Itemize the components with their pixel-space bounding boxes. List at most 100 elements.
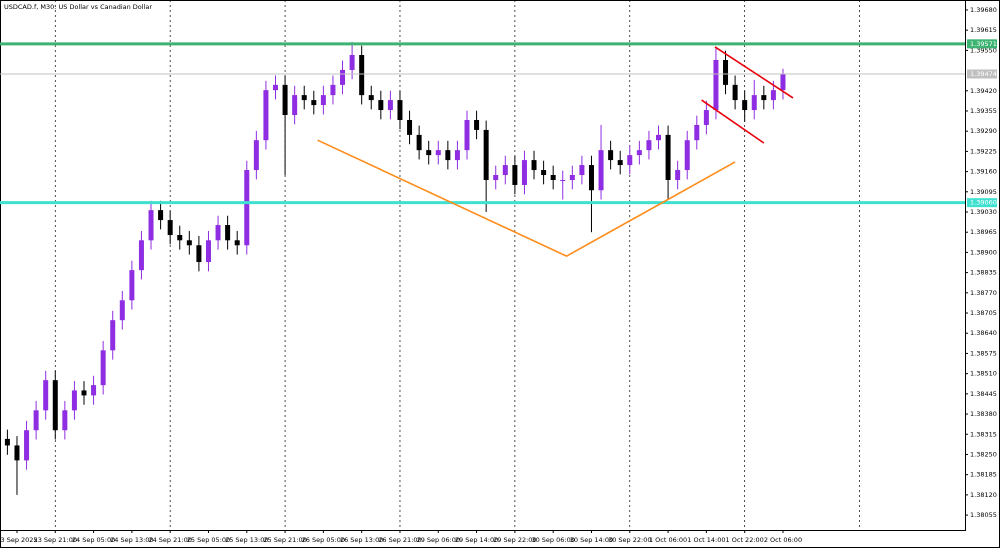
- y-tick-label: 1.38640: [970, 329, 997, 337]
- candle-body: [598, 150, 604, 191]
- x-tick-label: 25 Sep 21:00: [263, 536, 306, 544]
- candle-body: [550, 175, 556, 180]
- x-tick-label: 26 Sep 13:00: [340, 536, 383, 544]
- candle-body: [215, 225, 221, 241]
- candle-body: [521, 160, 527, 185]
- candle-body: [464, 119, 470, 151]
- candle-body: [531, 160, 537, 171]
- candle-body: [368, 95, 374, 101]
- x-tick-label: 30 Sep 14:00: [570, 536, 613, 544]
- candle-body: [138, 240, 144, 271]
- y-tick-label: 1.38965: [970, 228, 997, 236]
- y-tick-label: 1.39420: [970, 87, 997, 95]
- candle-body: [378, 100, 384, 111]
- grid: [54, 0, 860, 530]
- candle-body: [71, 390, 77, 411]
- candle-body: [627, 155, 633, 166]
- candle-body: [713, 59, 719, 111]
- y-tick-label: 1.38120: [970, 491, 997, 499]
- candle-body: [694, 124, 700, 141]
- x-tick-label: 23 Sep 2025: [0, 536, 38, 544]
- x-tick-label: 25 Sep 05:00: [187, 536, 230, 544]
- x-tick-label: 30 Sep 06:00: [531, 536, 574, 544]
- y-tick-label: 1.39355: [970, 107, 997, 115]
- candle-body: [234, 240, 240, 246]
- candle-body: [244, 170, 250, 246]
- candle-body: [387, 100, 393, 111]
- y-tick-label: 1.38835: [970, 269, 997, 277]
- trend-line: [317, 139, 736, 258]
- y-tick-label: 1.38315: [970, 430, 997, 438]
- y-tick-label: 1.39615: [970, 26, 997, 34]
- candle-body: [330, 84, 336, 96]
- x-tick-label: 26 Sep 05:00: [302, 536, 345, 544]
- candle-body: [636, 150, 642, 156]
- price-label-box: [967, 198, 997, 208]
- candle-body: [569, 175, 575, 180]
- candle-body: [205, 240, 211, 263]
- candle-body: [454, 150, 460, 161]
- candle-body: [483, 129, 489, 180]
- y-tick-label: 1.38770: [970, 289, 997, 297]
- candle-body: [129, 270, 135, 301]
- trend-line: [701, 99, 765, 144]
- price-label: 1.39060: [970, 199, 997, 207]
- candle-body: [24, 430, 30, 461]
- candle-body: [110, 320, 116, 351]
- y-tick-label: 1.38510: [970, 370, 997, 378]
- candle-body: [14, 445, 20, 461]
- y-tick-label: 1.39290: [970, 127, 997, 135]
- candle-body: [416, 134, 422, 151]
- candle-body: [407, 119, 413, 135]
- candle-body: [177, 235, 183, 241]
- candle-body: [588, 165, 594, 191]
- y-tick-label: 1.38380: [970, 410, 997, 418]
- candle-body: [435, 150, 441, 156]
- x-tick-label: 24 Sep 13:00: [110, 536, 153, 544]
- price-label-box: [967, 69, 997, 79]
- x-tick-label: 26 Sep 21:00: [378, 536, 421, 544]
- candle-body: [493, 175, 499, 180]
- y-tick-label: 1.38055: [970, 511, 997, 519]
- candle-body: [684, 140, 690, 171]
- candle-body: [91, 385, 97, 396]
- candle-body: [225, 225, 231, 241]
- candle-body: [100, 350, 106, 386]
- candle-body: [167, 220, 173, 236]
- x-tick-label: 25 Sep 13:00: [225, 536, 268, 544]
- x-tick-label: 24 Sep 05:00: [72, 536, 115, 544]
- candle-body: [723, 59, 729, 85]
- x-tick-label: 2 Oct 06:00: [764, 536, 802, 544]
- candle-body: [646, 140, 652, 151]
- candle-body: [359, 55, 365, 96]
- y-tick-label: 1.39160: [970, 168, 997, 176]
- trend-line: [714, 46, 794, 99]
- candle-body: [617, 160, 623, 166]
- y-tick-label: 1.38900: [970, 248, 997, 256]
- candle-body: [732, 84, 738, 101]
- price-label: 1.39571: [970, 40, 997, 48]
- y-tick-label: 1.39550: [970, 46, 997, 54]
- candle-body: [541, 170, 547, 176]
- x-tick-label: 30 Sep 22:00: [608, 536, 651, 544]
- candle-body: [397, 100, 403, 120]
- candle-body: [320, 95, 326, 106]
- candle-body: [665, 134, 671, 180]
- candle-body: [273, 84, 278, 91]
- candle-body: [512, 165, 518, 185]
- candle-body: [445, 150, 451, 161]
- candle-body: [52, 380, 58, 431]
- y-tick-label: 1.38445: [970, 390, 997, 398]
- candle-body: [703, 110, 709, 125]
- chart-title: USDCAD.f, M30: US Dollar vs Canadian Dol…: [4, 3, 152, 11]
- candle-body: [675, 170, 681, 180]
- candle-body: [158, 210, 164, 221]
- y-tick-label: 1.39030: [970, 208, 997, 216]
- candle-body: [560, 179, 566, 181]
- candle-body: [608, 150, 614, 161]
- y-tick-label: 1.39225: [970, 147, 997, 155]
- candle-body: [253, 140, 259, 171]
- x-tick-label: 23 Sep 21:00: [34, 536, 77, 544]
